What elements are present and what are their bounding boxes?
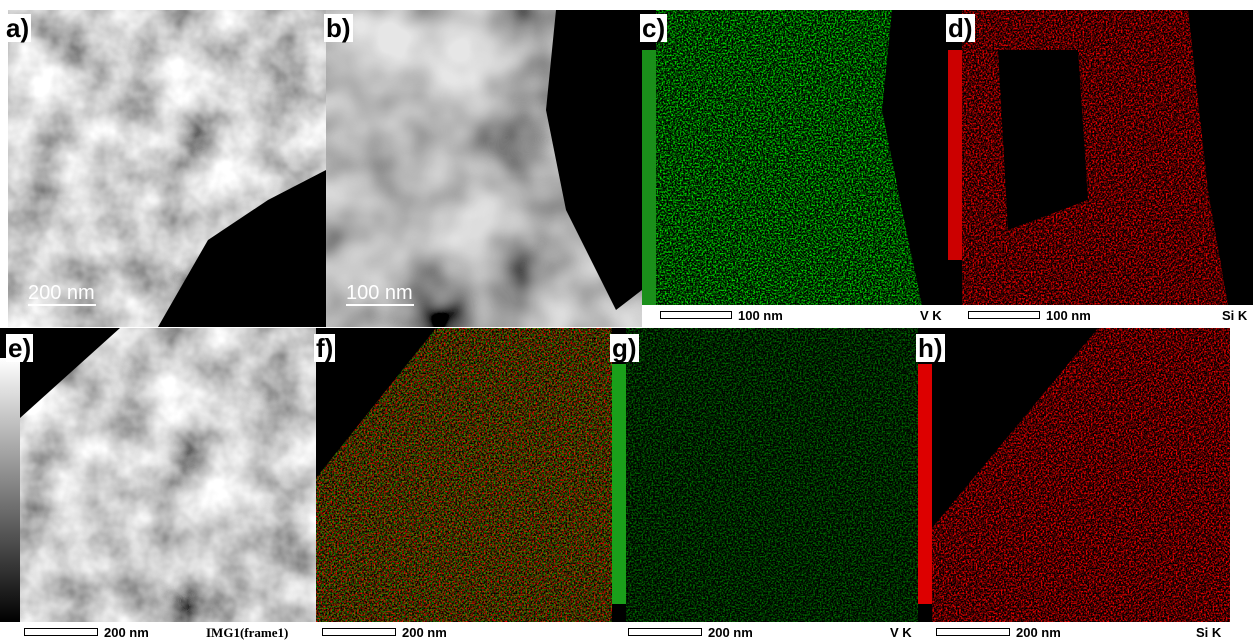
- panel-label: c): [640, 14, 667, 42]
- scale-bar-label: 200 nm: [1016, 625, 1061, 640]
- element-label: Si K: [1196, 625, 1221, 640]
- element-label: V K: [920, 308, 942, 323]
- scale-bar: [322, 628, 396, 636]
- scale-bar-label: 100 nm: [1046, 308, 1091, 323]
- figure: 200 nm a) 100 nm b) c) 100 nm V K d) 100…: [0, 0, 1253, 641]
- scale-bar: [628, 628, 702, 636]
- panel-label: h): [916, 334, 945, 362]
- image-caption: IMG1(frame1): [206, 625, 288, 641]
- panel-label: a): [4, 14, 31, 42]
- scale-bar: [968, 311, 1040, 319]
- element-map: [642, 10, 948, 305]
- scale-bar-label: 200 nm: [104, 625, 149, 640]
- element-label: V K: [890, 625, 912, 640]
- micrograph: 200 nm: [8, 10, 326, 327]
- overlay-map: [316, 328, 612, 622]
- panel-label: d): [946, 14, 975, 42]
- element-map: [612, 328, 918, 622]
- panel-label: f): [314, 334, 335, 362]
- element-map: [918, 328, 1230, 622]
- scale-bar-label: 200 nm: [402, 625, 447, 640]
- scale-bar-label: 200 nm: [708, 625, 753, 640]
- scale-bar: [936, 628, 1010, 636]
- micrograph: 100 nm: [326, 10, 642, 327]
- panel-label: g): [610, 334, 639, 362]
- scale-bar-label: 100 nm: [738, 308, 783, 323]
- panel-label: e): [6, 334, 33, 362]
- element-map: [948, 10, 1253, 305]
- element-label: Si K: [1222, 308, 1247, 323]
- micrograph: [0, 328, 316, 622]
- scale-bar-label: 100 nm: [346, 282, 413, 305]
- scale-bar-label: 200 nm: [28, 282, 95, 305]
- panel-label: b): [324, 14, 353, 42]
- scale-bar: [24, 628, 98, 636]
- scale-bar: [660, 311, 732, 319]
